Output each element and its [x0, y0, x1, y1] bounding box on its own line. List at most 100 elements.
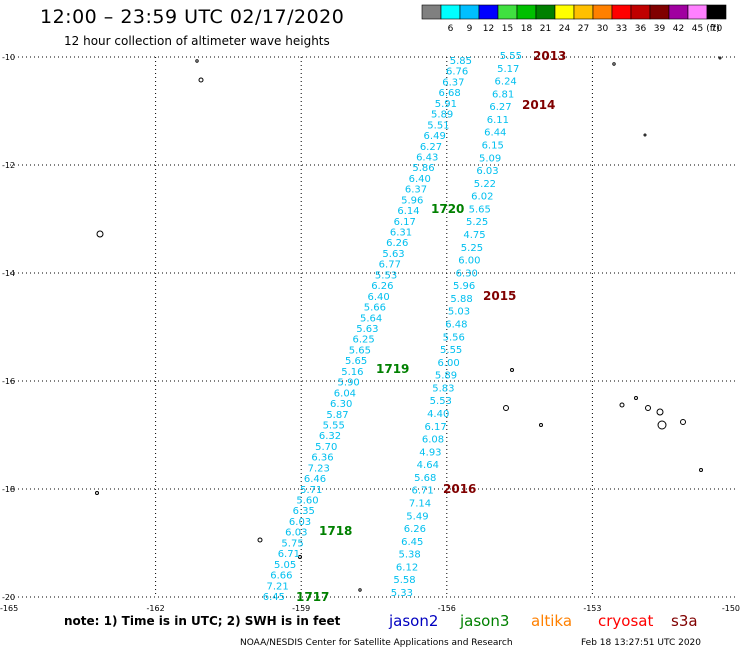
swh-value: 6.71: [278, 549, 300, 560]
swh-value: 5.65: [345, 356, 367, 367]
island-outline: [657, 420, 667, 430]
satellite-name-jason2: jason2: [388, 612, 438, 630]
lat-label: -18: [2, 485, 15, 494]
lon-label: -153: [583, 604, 601, 613]
swh-value: 5.33: [391, 588, 413, 599]
swh-value: 6.03: [289, 517, 311, 528]
island-outline: [96, 230, 104, 238]
swh-value: 6.14: [397, 206, 419, 217]
swh-value: 6.71: [411, 486, 433, 497]
lon-label: -165: [0, 604, 18, 613]
swh-value: 6.26: [404, 524, 426, 535]
legend-label-70: 70: [711, 24, 723, 34]
swh-value: 6.02: [471, 192, 493, 203]
island-outline: [298, 555, 302, 559]
island-outline: [619, 402, 625, 408]
lon-label: -150: [722, 604, 740, 613]
swh-value: 5.91: [435, 99, 457, 110]
time-label: 2013: [533, 49, 566, 63]
island-outline: [634, 396, 638, 400]
swh-value: 6.26: [386, 238, 408, 249]
satellite-legend: jason2 jason3 altika cryosat s3a: [388, 612, 698, 630]
island-outline: [539, 423, 543, 427]
satellite-name-jason3: jason3: [459, 612, 509, 630]
swh-value: 5.63: [356, 324, 378, 335]
swh-value: 6.45: [401, 537, 423, 548]
island-outline: [257, 537, 263, 543]
swh-value: 4.40: [427, 409, 449, 420]
swh-value: 6.26: [371, 281, 393, 292]
swh-value: 5.88: [450, 294, 472, 305]
swh-value: 5.22: [474, 179, 496, 190]
time-label: 2015: [483, 289, 516, 303]
legend-label-39: 39: [654, 24, 666, 34]
swh-value: 5.64: [360, 313, 382, 324]
swh-value: 6.12: [396, 562, 418, 573]
legend-swatch-70: [706, 4, 727, 20]
track-west: 5.856.766.376.685.915.895.516.496.276.43…: [263, 56, 472, 603]
lon-label: -162: [147, 604, 165, 613]
swh-value: 5.51: [427, 120, 449, 131]
swh-value: 5.89: [431, 110, 453, 121]
swh-value: 6.25: [352, 335, 374, 346]
swh-value: 6.17: [424, 422, 446, 433]
swh-value: 5.68: [414, 473, 436, 484]
swh-value: 6.30: [456, 268, 478, 279]
swh-value: 6.48: [445, 320, 467, 331]
lon-label: -159: [292, 604, 310, 613]
swh-value: 6.00: [437, 358, 459, 369]
time-label: 1717: [296, 590, 329, 604]
swh-value: 6.37: [442, 77, 464, 88]
swh-value: 6.77: [379, 260, 401, 271]
map-title: 12:00 – 23:59 UTC 02/17/2020: [40, 6, 345, 28]
legend-label-15: 15: [502, 24, 513, 34]
footer-timestamp: Feb 18 13:27:51 UTC 2020: [581, 638, 701, 648]
swh-value: 5.65: [349, 345, 371, 356]
swh-value: 6.17: [394, 217, 416, 228]
swh-value: 5.86: [412, 163, 434, 174]
swh-value: 5.75: [281, 538, 303, 549]
island-outline: [195, 59, 199, 63]
unit-note: note: 1) Time is in UTC; 2) SWH is in fe…: [64, 614, 341, 628]
lat-label: -20: [2, 593, 15, 602]
swh-value: 6.24: [495, 77, 517, 88]
swh-value: 6.66: [270, 571, 292, 582]
lat-label: -10: [2, 53, 15, 62]
swh-value: 5.96: [453, 281, 475, 292]
legend-label-24: 24: [559, 24, 571, 34]
time-label: 2014: [522, 98, 555, 112]
swh-value: 5.55: [323, 420, 345, 431]
island-outline: [645, 405, 651, 411]
swh-value: 5.66: [364, 303, 386, 314]
legend-label-33: 33: [616, 24, 627, 34]
island-outline: [643, 133, 647, 137]
color-legend: 6 9 12 15 18 21 24 27 30 33 36 39 42 45 70(ft): [421, 4, 727, 34]
islands: [95, 56, 722, 592]
swh-value: 5.25: [461, 243, 483, 254]
swh-value: 6.30: [330, 399, 352, 410]
swh-value: 7.21: [266, 581, 288, 592]
legend-label-12: 12: [483, 24, 494, 34]
swh-value: 5.71: [300, 485, 322, 496]
lat-label: -14: [2, 269, 15, 278]
legend-label-30: 30: [597, 24, 609, 34]
island-outline: [358, 588, 362, 592]
swh-value: 5.90: [338, 378, 360, 389]
swh-value: 7.23: [308, 463, 330, 474]
island-outline: [680, 419, 686, 425]
swh-value: 6.76: [446, 67, 468, 78]
swh-value: 5.83: [432, 383, 454, 394]
swh-value: 5.60: [296, 496, 318, 507]
swh-value: 6.40: [367, 292, 389, 303]
swh-value: 6.11: [487, 115, 509, 126]
swh-value: 6.32: [319, 431, 341, 442]
time-label: 1720: [431, 202, 464, 216]
swh-value: 5.65: [469, 204, 491, 215]
swh-value: 6.31: [390, 228, 412, 239]
island-outline: [95, 491, 99, 495]
time-label: 1719: [376, 362, 409, 376]
map-subtitle: 12 hour collection of altimeter wave hei…: [64, 34, 330, 48]
swh-value: 5.05: [274, 560, 296, 571]
